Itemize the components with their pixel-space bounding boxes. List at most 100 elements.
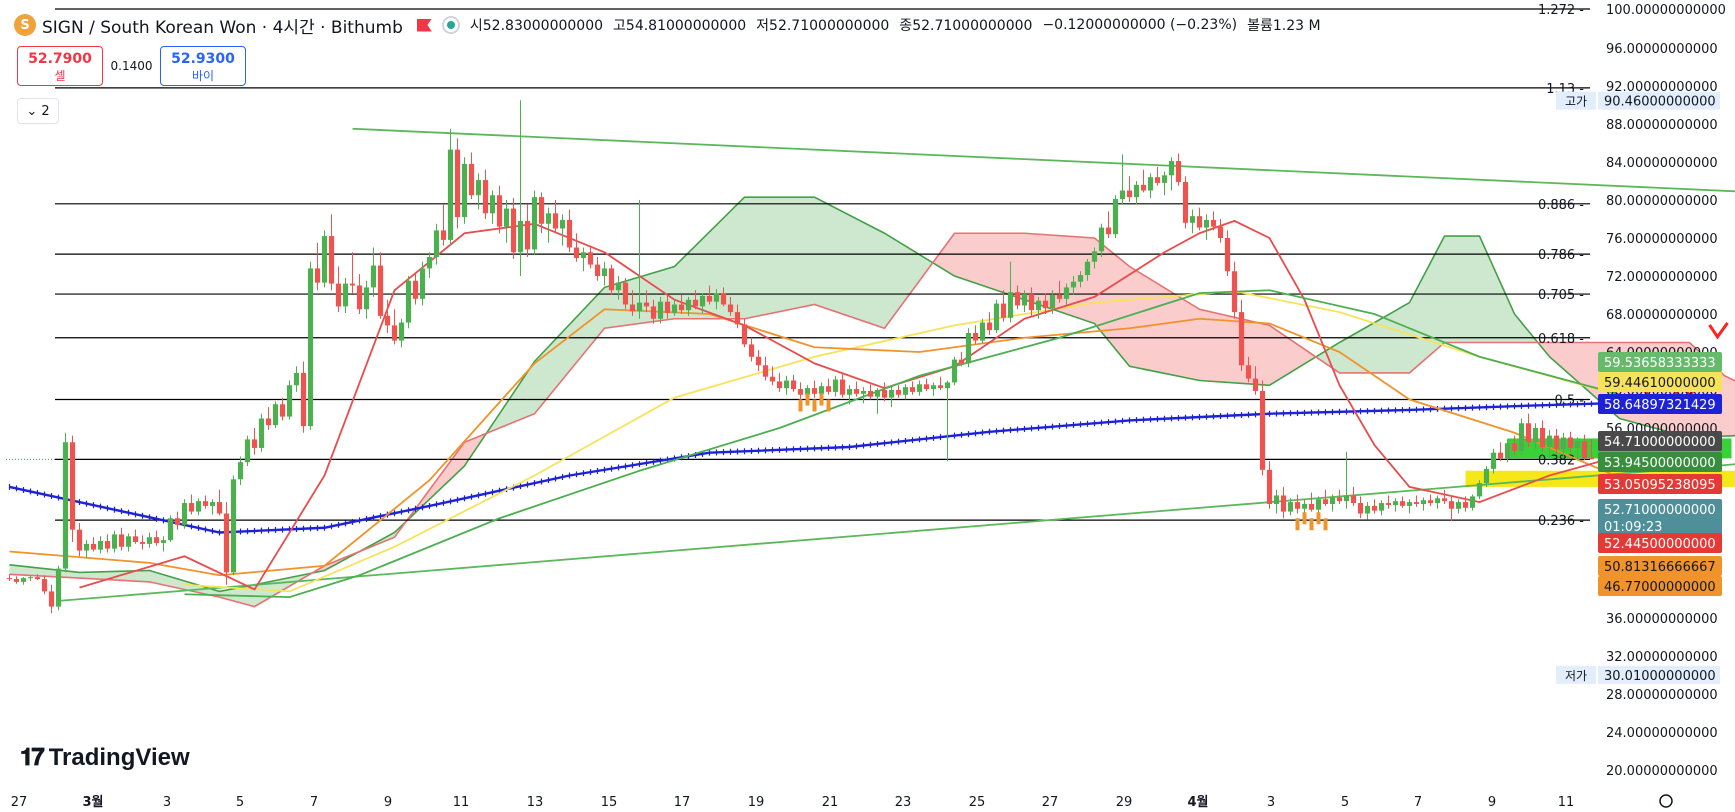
- candle[interactable]: [755, 356, 762, 366]
- indicators-toggle-button[interactable]: ⌄ 2: [17, 98, 59, 124]
- candle[interactable]: [188, 503, 195, 512]
- settings-gear-icon[interactable]: [1659, 794, 1673, 808]
- candle[interactable]: [419, 268, 426, 299]
- candle[interactable]: [6, 578, 13, 580]
- candle[interactable]: [461, 163, 468, 218]
- candle[interactable]: [888, 390, 895, 398]
- candle[interactable]: [41, 579, 48, 592]
- candle[interactable]: [335, 283, 342, 307]
- candle[interactable]: [1077, 275, 1084, 282]
- candle[interactable]: [1042, 300, 1049, 309]
- candle[interactable]: [496, 195, 503, 227]
- candle[interactable]: [1301, 504, 1308, 509]
- candle[interactable]: [748, 344, 755, 357]
- candle[interactable]: [762, 365, 769, 377]
- candle[interactable]: [531, 197, 538, 250]
- candle[interactable]: [139, 542, 146, 544]
- candle[interactable]: [790, 380, 797, 390]
- candle[interactable]: [202, 501, 209, 506]
- candle[interactable]: [818, 386, 825, 394]
- candle[interactable]: [811, 388, 818, 394]
- candle[interactable]: [580, 252, 587, 258]
- candle[interactable]: [321, 236, 328, 283]
- candle[interactable]: [482, 180, 489, 214]
- candle[interactable]: [601, 268, 608, 276]
- candle[interactable]: [1112, 199, 1119, 235]
- candle[interactable]: [902, 387, 909, 395]
- candle[interactable]: [1168, 161, 1175, 176]
- candle[interactable]: [1483, 468, 1490, 484]
- candle[interactable]: [1336, 497, 1343, 502]
- candle[interactable]: [573, 247, 580, 258]
- candle[interactable]: [13, 579, 20, 582]
- candle[interactable]: [699, 295, 706, 307]
- candle[interactable]: [216, 502, 223, 514]
- candle[interactable]: [587, 252, 594, 265]
- candle[interactable]: [860, 390, 867, 394]
- candle[interactable]: [349, 283, 356, 286]
- candle[interactable]: [1259, 390, 1266, 470]
- candle[interactable]: [538, 197, 545, 224]
- candle[interactable]: [300, 372, 307, 427]
- symbol-title[interactable]: SIGN / South Korean Won · 4시간 · Bithumb: [42, 17, 403, 38]
- candle[interactable]: [951, 359, 958, 383]
- candle[interactable]: [48, 591, 55, 607]
- candle[interactable]: [1049, 295, 1056, 309]
- candle[interactable]: [125, 536, 132, 547]
- market-status-icon[interactable]: [441, 16, 460, 34]
- candle[interactable]: [1084, 261, 1091, 276]
- candle[interactable]: [993, 303, 1000, 331]
- candle[interactable]: [384, 315, 391, 326]
- candle[interactable]: [1539, 428, 1546, 447]
- candle[interactable]: [328, 236, 335, 284]
- candle[interactable]: [1224, 238, 1231, 272]
- candle[interactable]: [27, 577, 34, 579]
- candle[interactable]: [1371, 505, 1378, 511]
- candle[interactable]: [972, 333, 979, 341]
- candle[interactable]: [1252, 378, 1259, 391]
- candle[interactable]: [104, 541, 111, 549]
- candle[interactable]: [209, 502, 216, 506]
- candle[interactable]: [986, 322, 993, 331]
- candle[interactable]: [825, 386, 832, 392]
- candle[interactable]: [1196, 216, 1203, 228]
- candle[interactable]: [685, 299, 692, 311]
- candle[interactable]: [475, 180, 482, 196]
- candle[interactable]: [895, 390, 902, 395]
- candle[interactable]: [832, 379, 839, 392]
- candle[interactable]: [412, 280, 419, 299]
- candle[interactable]: [1427, 500, 1434, 504]
- candle[interactable]: [1147, 177, 1154, 191]
- candle[interactable]: [1420, 500, 1427, 504]
- candle[interactable]: [1056, 295, 1063, 299]
- candle[interactable]: [230, 479, 237, 573]
- candle[interactable]: [1133, 184, 1140, 198]
- candle[interactable]: [223, 513, 230, 573]
- candle[interactable]: [937, 385, 944, 389]
- candle[interactable]: [69, 442, 76, 530]
- candle[interactable]: [657, 301, 664, 319]
- candle[interactable]: [76, 529, 83, 551]
- buy-button[interactable]: 52.9300 바이: [160, 46, 246, 86]
- time-axis[interactable]: [0, 790, 1735, 812]
- candle[interactable]: [1329, 497, 1336, 504]
- candle[interactable]: [153, 537, 160, 543]
- candle[interactable]: [251, 439, 258, 448]
- candle[interactable]: [1364, 505, 1371, 514]
- candle[interactable]: [258, 418, 265, 448]
- candle[interactable]: [433, 230, 440, 257]
- candle[interactable]: [167, 518, 174, 541]
- candle[interactable]: [111, 534, 118, 549]
- candle[interactable]: [426, 257, 433, 269]
- candle[interactable]: [1490, 452, 1497, 469]
- candle[interactable]: [909, 387, 916, 392]
- candle[interactable]: [636, 302, 643, 312]
- candle[interactable]: [916, 384, 923, 392]
- candle[interactable]: [594, 264, 601, 276]
- candle[interactable]: [965, 333, 972, 364]
- candle[interactable]: [1000, 303, 1007, 318]
- candle[interactable]: [447, 149, 454, 240]
- candle[interactable]: [1413, 502, 1420, 504]
- candle[interactable]: [1140, 184, 1147, 191]
